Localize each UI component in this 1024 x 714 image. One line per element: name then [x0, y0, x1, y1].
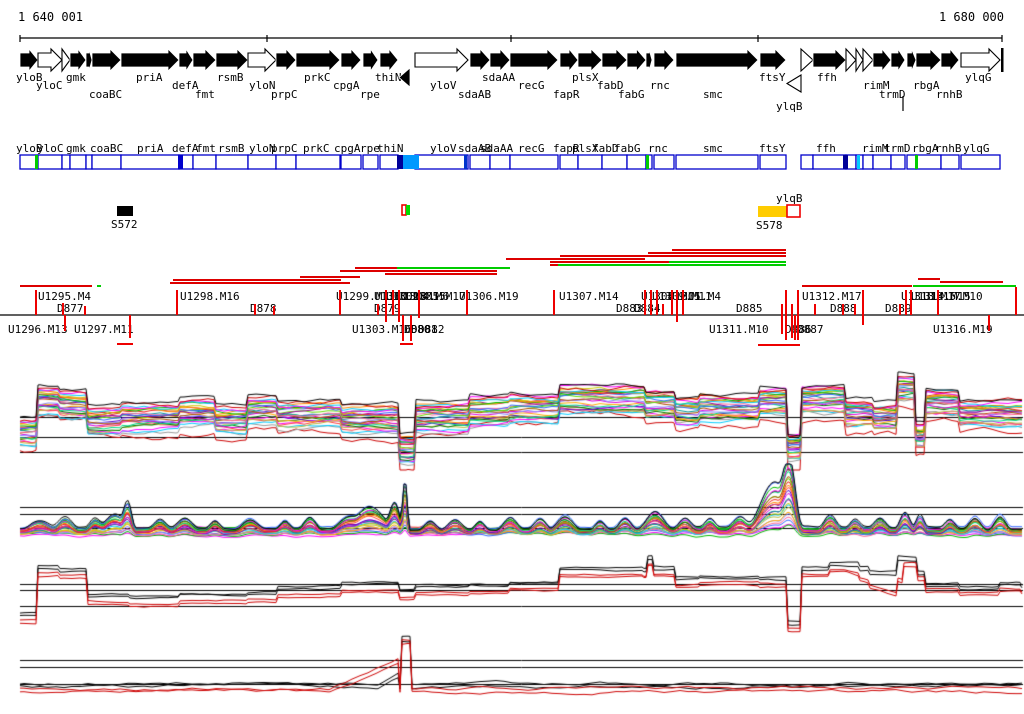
genome-browser-window: 1 640 001 1 680 000 yloByloCgmkcoaBCpriA… [0, 0, 1024, 714]
expression-profile-plots [0, 0, 1024, 714]
